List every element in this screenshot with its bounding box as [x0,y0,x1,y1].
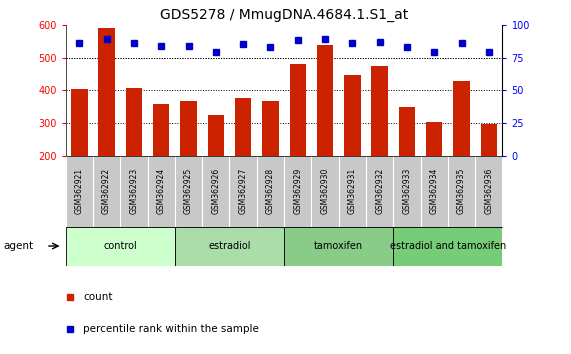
Bar [71,88,87,156]
Title: GDS5278 / MmugDNA.4684.1.S1_at: GDS5278 / MmugDNA.4684.1.S1_at [160,8,408,22]
Bar [98,28,115,156]
Text: GSM362926: GSM362926 [211,168,220,214]
Bar [175,227,284,266]
Text: count: count [83,292,112,302]
Text: control: control [103,241,137,251]
Text: GSM362923: GSM362923 [130,168,138,214]
Bar [262,101,279,156]
Text: GSM362931: GSM362931 [348,168,357,214]
Text: GSM362927: GSM362927 [239,168,248,214]
Text: GSM362922: GSM362922 [102,168,111,214]
Text: percentile rank within the sample: percentile rank within the sample [83,324,259,334]
Text: GSM362935: GSM362935 [457,168,466,215]
Bar [399,107,415,156]
Text: GSM362925: GSM362925 [184,168,193,214]
Text: agent: agent [3,241,34,251]
Bar [481,124,497,156]
Bar [180,101,196,156]
Bar [426,122,443,156]
Bar [289,64,306,156]
Text: GSM362930: GSM362930 [320,168,329,215]
Text: GSM362929: GSM362929 [293,168,302,214]
Text: estradiol: estradiol [208,241,251,251]
Text: GSM362936: GSM362936 [484,168,493,215]
Bar [344,75,360,156]
Text: GSM362933: GSM362933 [403,168,412,215]
Text: GSM362921: GSM362921 [75,168,84,214]
Text: GSM362924: GSM362924 [156,168,166,214]
Text: GSM362928: GSM362928 [266,168,275,214]
Bar [453,81,470,156]
Bar [153,104,170,156]
Bar [393,227,502,266]
Bar [208,115,224,156]
Bar [317,45,333,156]
Bar [371,66,388,156]
Text: tamoxifen: tamoxifen [314,241,363,251]
Text: GSM362932: GSM362932 [375,168,384,214]
Bar [284,227,393,266]
Text: estradiol and tamoxifen: estradiol and tamoxifen [390,241,506,251]
Text: GSM362934: GSM362934 [430,168,439,215]
Bar [66,227,175,266]
Bar [126,88,142,156]
Bar [235,98,251,156]
